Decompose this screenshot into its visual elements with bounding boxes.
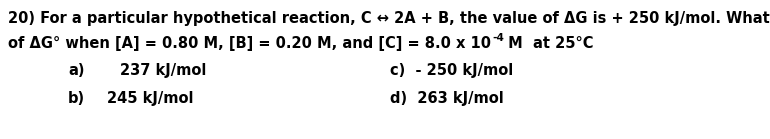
Text: of ΔG° when [A] = 0.80 M, [B] = 0.20 M, and [C] = 8.0 x 10: of ΔG° when [A] = 0.80 M, [B] = 0.20 M, … (8, 36, 491, 51)
Text: 245 kJ/mol: 245 kJ/mol (107, 91, 193, 106)
Text: -4: -4 (492, 33, 504, 43)
Text: 20) For a particular hypothetical reaction, C ↔ 2A + B, the value of ΔG is + 250: 20) For a particular hypothetical reacti… (8, 11, 770, 26)
Text: c)  - 250 kJ/mol: c) - 250 kJ/mol (390, 63, 514, 78)
Text: b): b) (68, 91, 85, 106)
Text: M  at 25°C: M at 25°C (503, 36, 594, 51)
Text: 237 kJ/mol: 237 kJ/mol (120, 63, 206, 78)
Text: a): a) (68, 63, 85, 78)
Text: d)  263 kJ/mol: d) 263 kJ/mol (390, 91, 504, 106)
